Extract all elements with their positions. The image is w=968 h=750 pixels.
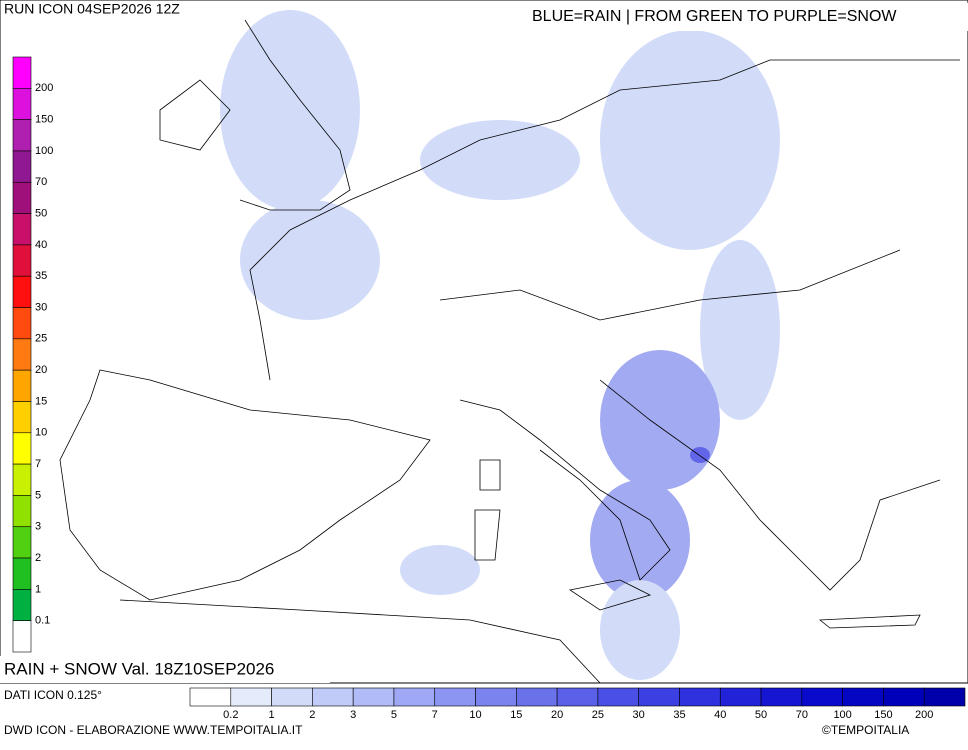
snow-swatch <box>12 369 32 402</box>
rain-label: 7 <box>432 709 438 721</box>
rain-label: 35 <box>673 709 685 721</box>
rain-label: 15 <box>510 709 522 721</box>
rain-label: 0.2 <box>223 709 238 721</box>
snow-label: 3 <box>35 521 41 533</box>
footer-source: DATI ICON 0.125° <box>4 688 102 702</box>
legend-text-bg <box>528 3 968 31</box>
coastlines <box>59 19 960 684</box>
snow-swatch <box>12 150 32 183</box>
snow-label: 50 <box>35 207 47 219</box>
rain-swatch <box>638 687 680 707</box>
footer-credit: DWD ICON - ELABORAZIONE WWW.TEMPOITALIA.… <box>4 723 303 737</box>
snow-label: 30 <box>35 301 47 313</box>
snow-swatch <box>12 307 32 340</box>
snow-label: 200 <box>35 82 53 94</box>
snow-swatch <box>12 401 32 434</box>
snow-label: 10 <box>35 427 47 439</box>
snow-label: 7 <box>35 458 41 470</box>
snow-label: 20 <box>35 364 47 376</box>
rain-swatch <box>393 687 436 707</box>
rain-label: 100 <box>833 709 851 721</box>
rain-swatch <box>597 687 639 707</box>
rain-label: 3 <box>350 709 356 721</box>
rain-swatch <box>556 687 599 707</box>
snow-scale: 200 150 100 70 50 40 35 30 25 20 15 10 7 5 3 2 1 0.1 <box>12 56 53 653</box>
rain-label: 40 <box>714 709 726 721</box>
snow-swatch <box>12 338 32 371</box>
snow-swatch <box>12 557 32 590</box>
rain-label: 5 <box>391 709 397 721</box>
snow-label: 15 <box>35 395 47 407</box>
map-frame <box>0 0 968 684</box>
rain-label: 150 <box>874 709 892 721</box>
snow-swatch <box>12 56 32 89</box>
rain-label: 30 <box>633 709 645 721</box>
snow-swatch <box>12 119 32 152</box>
rain-label: 25 <box>592 709 604 721</box>
snow-label: 0.1 <box>35 615 50 627</box>
rain-label: 70 <box>796 709 808 721</box>
legend-text: BLUE=RAIN | FROM GREEN TO PURPLE=SNOW <box>532 8 897 25</box>
rain-swatch <box>760 687 803 707</box>
rain-swatch <box>475 687 517 707</box>
rain-swatch <box>719 687 762 707</box>
snow-swatch <box>12 495 32 528</box>
rain-label: 2 <box>309 709 315 721</box>
snow-label: 25 <box>35 333 47 345</box>
rain-swatch <box>842 687 884 707</box>
rain-scale: 0.2 1 2 3 5 7 10 15 20 25 30 35 40 50 70 100 150 200 <box>189 687 966 721</box>
rain-label: 200 <box>915 709 933 721</box>
rain-swatch <box>516 687 558 707</box>
snow-label: 70 <box>35 176 47 188</box>
rain-swatch <box>679 687 721 707</box>
precipitation <box>220 10 780 680</box>
snow-swatch <box>12 213 32 246</box>
footer-copyright: ©TEMPOITALIA <box>822 723 909 737</box>
rain-label: 20 <box>551 709 563 721</box>
snow-label: 150 <box>35 114 53 126</box>
snow-swatch <box>12 463 32 496</box>
rain-label: 50 <box>755 709 767 721</box>
snow-label: 40 <box>35 239 47 251</box>
footer-title: RAIN + SNOW Val. 18Z10SEP2026 <box>4 659 274 678</box>
snow-label: 2 <box>35 552 41 564</box>
snow-label: 5 <box>35 489 41 501</box>
rain-swatch <box>230 687 272 707</box>
rain-swatch <box>883 687 925 707</box>
rain-swatch <box>801 687 843 707</box>
rain-swatch <box>434 687 476 707</box>
snow-swatch <box>12 432 32 465</box>
rain-label: 10 <box>469 709 481 721</box>
snow-label: 35 <box>35 270 47 282</box>
snow-label: 1 <box>35 583 41 595</box>
rain-swatch <box>189 687 232 707</box>
rain-label: 1 <box>269 709 275 721</box>
rain-swatch <box>352 687 395 707</box>
run-label: RUN ICON 04SEP2026 12Z <box>4 1 180 17</box>
snow-swatch <box>12 526 32 559</box>
snow-swatch <box>12 88 32 120</box>
rain-swatch <box>271 687 313 707</box>
snow-swatch <box>12 589 32 621</box>
snow-swatch <box>12 275 32 308</box>
snow-swatch <box>12 244 32 277</box>
rain-swatch <box>923 687 966 707</box>
snow-swatch <box>12 181 32 214</box>
rain-swatch <box>312 687 354 707</box>
snow-swatch <box>12 620 32 653</box>
snow-label: 100 <box>35 145 53 157</box>
title-bg <box>0 656 330 683</box>
